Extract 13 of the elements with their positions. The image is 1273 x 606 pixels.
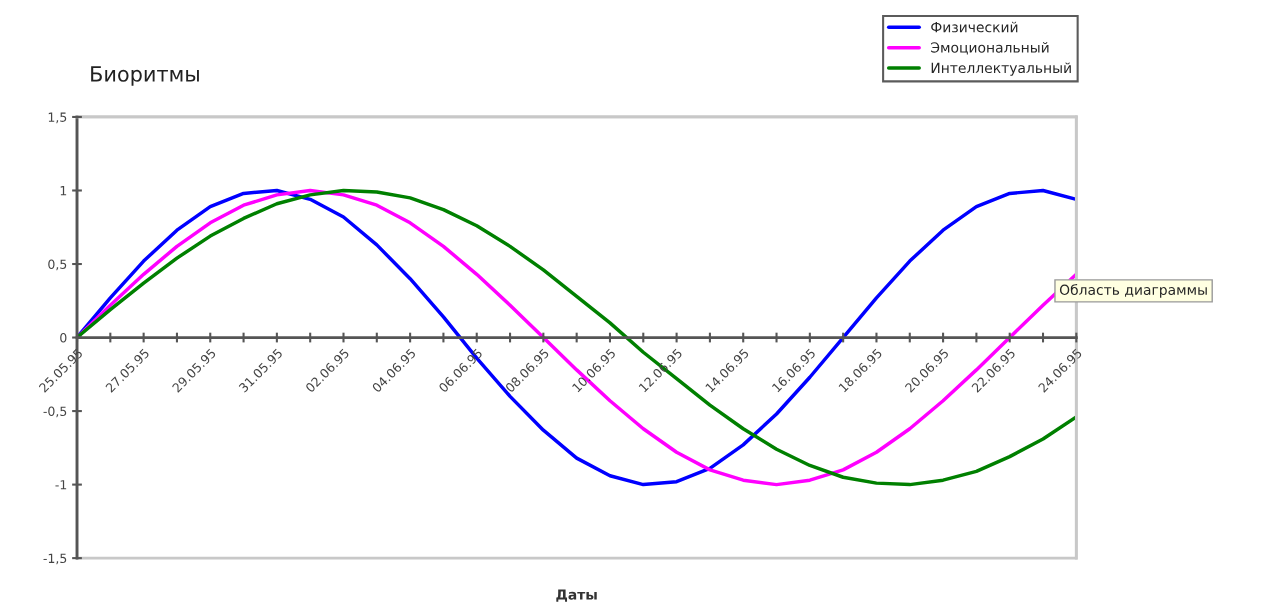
annotation: Область диаграммы: [1059, 284, 1207, 298]
legend-label: Интеллектуальный: [931, 62, 1071, 76]
y-tick-label: 1: [60, 186, 67, 196]
y-tick-label: -0,5: [43, 406, 67, 418]
legend-label: Физический: [931, 21, 1018, 33]
y-tick-label: 0,5: [48, 259, 67, 271]
y-tick-label: 1,5: [48, 112, 67, 124]
chart-title: Биоритмы: [91, 66, 199, 86]
legend-label: Эмоциональный: [931, 42, 1049, 55]
y-tick-label: 0: [60, 333, 67, 343]
y-tick-label: -1: [55, 480, 67, 490]
x-axis-title: Даты: [556, 589, 597, 602]
y-tick-label: -1,5: [43, 553, 67, 565]
